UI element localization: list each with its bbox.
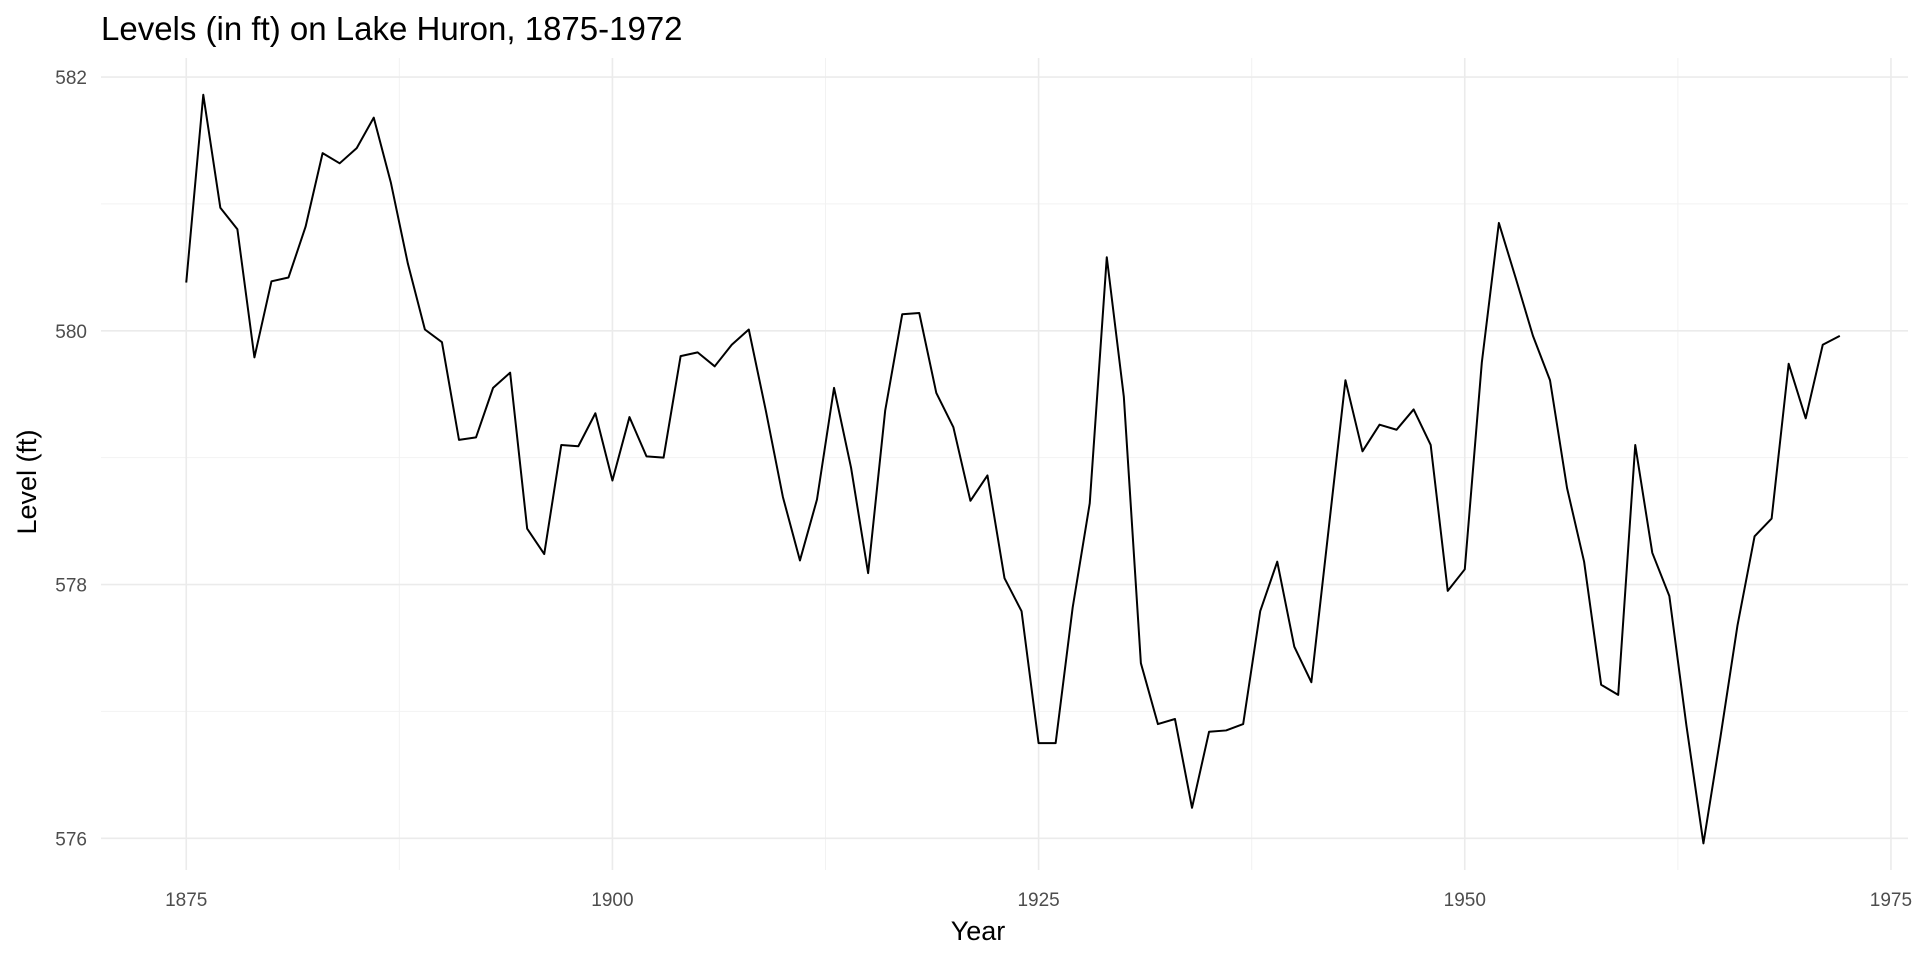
x-tick-label: 1900 [591, 890, 633, 911]
chart-title: Levels (in ft) on Lake Huron, 1875-1972 [101, 10, 683, 47]
x-tick-label: 1925 [1017, 890, 1059, 911]
minor-gridlines [101, 58, 1908, 870]
y-tick-label: 582 [55, 68, 87, 89]
y-tick-label: 578 [55, 576, 87, 597]
y-axis-title: Level (ft) [12, 429, 42, 534]
y-tick-label: 576 [55, 829, 87, 850]
series-layer [185, 93, 1841, 845]
x-tick-label: 1875 [165, 890, 207, 911]
x-axis-title: Year [951, 916, 1006, 946]
y-tick-label: 580 [55, 322, 87, 343]
series-line-level [185, 93, 1841, 845]
x-tick-label: 1975 [1870, 890, 1912, 911]
x-tick-label: 1950 [1444, 890, 1486, 911]
tick-labels: 1875 1900 1925 1950 1975 576 578 580 582 [55, 68, 1912, 911]
major-gridlines [101, 58, 1908, 870]
